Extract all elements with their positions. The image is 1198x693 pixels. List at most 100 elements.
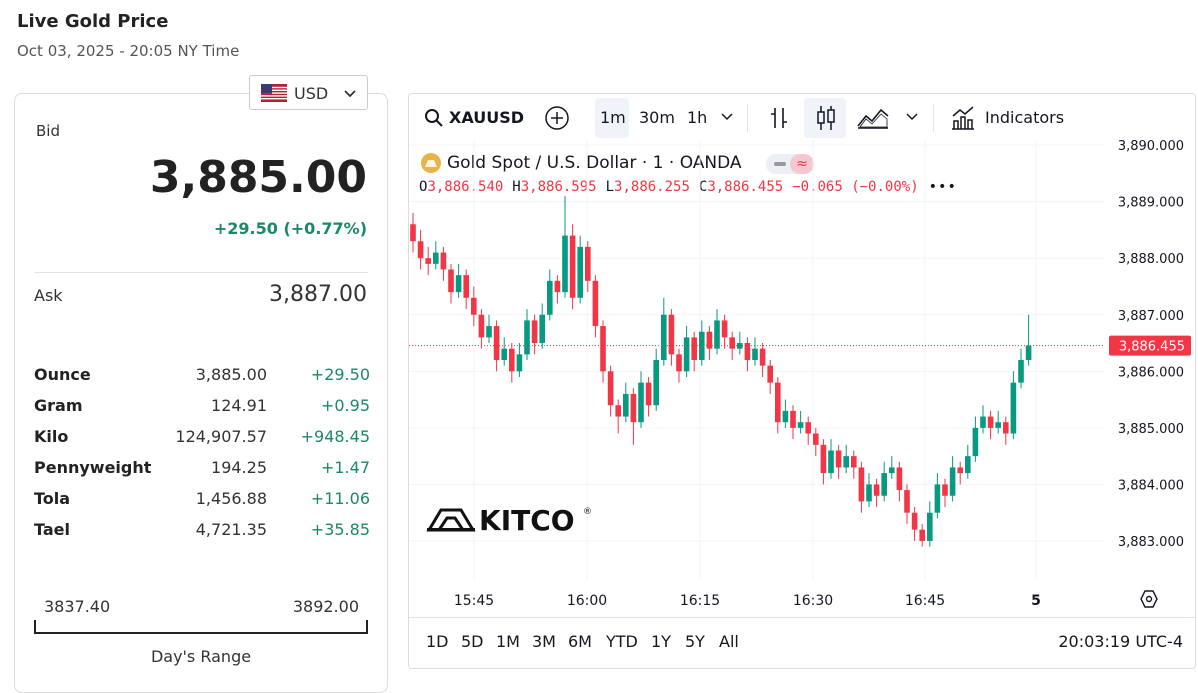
- bid-label: Bid: [36, 122, 60, 140]
- range-label: Day's Range: [150, 647, 252, 666]
- separator: [409, 617, 1195, 618]
- candle-body: [714, 320, 720, 349]
- status-dot: [774, 162, 786, 166]
- y-tick-label: 3,887.000: [1118, 309, 1184, 324]
- compare-button[interactable]: [544, 105, 570, 131]
- unit-row: Ounce 3,885.00 +29.50: [34, 365, 370, 389]
- candle-body: [417, 241, 424, 259]
- range-button[interactable]: 6M: [568, 632, 592, 651]
- candle-body: [775, 382, 781, 423]
- candle-body: [706, 331, 713, 349]
- ask-value: 3,887.00: [269, 282, 367, 307]
- candle-body: [433, 252, 439, 264]
- candle-body: [911, 512, 918, 530]
- candle-body: [493, 326, 500, 360]
- candle-body: [592, 280, 599, 327]
- candle-body: [478, 314, 485, 338]
- range-button[interactable]: 5Y: [685, 632, 705, 651]
- candle-body: [1010, 382, 1017, 434]
- y-tick-label: 3,884.000: [1118, 478, 1184, 493]
- unit-name: Kilo: [34, 427, 69, 446]
- candle-body: [1003, 422, 1009, 434]
- ohlc-key: C: [698, 179, 708, 195]
- candle-body: [554, 280, 561, 293]
- candle-body: [980, 416, 986, 428]
- ohlc-value: 3,886.540: [427, 179, 504, 195]
- unit-name: Tael: [34, 520, 70, 539]
- last-price-box: [1109, 335, 1191, 356]
- candle-body: [509, 348, 515, 372]
- y-tick-label: 3,886.000: [1118, 365, 1184, 380]
- candle-body: [820, 444, 827, 474]
- search-icon: [425, 109, 443, 127]
- candle-body: [562, 235, 568, 293]
- ohlc-change: −0.065 (−0.00%): [792, 179, 919, 195]
- indicators-button[interactable]: Indicators: [985, 108, 1065, 127]
- x-tick-label: 15:45: [454, 593, 494, 609]
- unit-change: +35.85: [310, 520, 370, 539]
- more-dots[interactable]: •••: [928, 179, 957, 195]
- symbol[interactable]: XAUUSD: [449, 108, 525, 127]
- range-button[interactable]: 1Y: [651, 632, 671, 651]
- page-title: Live Gold Price: [17, 11, 169, 32]
- candle-body: [448, 269, 454, 293]
- separator: [747, 104, 748, 132]
- unit-row: Pennyweight 194.25 +1.47: [34, 458, 370, 482]
- candle-body: [866, 484, 872, 502]
- area-icon[interactable]: [857, 106, 889, 130]
- interval[interactable]: 30m: [639, 108, 675, 127]
- chart: 15:45 16:00 16:15 16:30 16:45 5 3,883.000 3,884…: [409, 140, 1191, 609]
- interval[interactable]: 1h: [687, 108, 708, 127]
- candle-body: [889, 467, 895, 474]
- range-line: [36, 632, 366, 634]
- range-button[interactable]: 1D: [426, 632, 449, 651]
- candle-body: [934, 484, 941, 513]
- y-tick-label: 3,890.000: [1118, 140, 1184, 154]
- candles-icon[interactable]: [815, 105, 837, 131]
- settings-icon[interactable]: [1140, 590, 1158, 608]
- candle-body: [752, 348, 758, 360]
- y-tick-label: 3,889.000: [1118, 196, 1184, 211]
- active-style-bg: [804, 98, 846, 138]
- candle-body: [896, 467, 903, 491]
- candle-body: [668, 314, 675, 355]
- last-price-label: 3,886.455: [1119, 340, 1185, 355]
- currency-select[interactable]: USD: [249, 75, 368, 110]
- range-button[interactable]: YTD: [606, 632, 638, 651]
- y-tick-label: 3,885.000: [1118, 422, 1184, 437]
- candle-body: [516, 354, 523, 372]
- range-bar: [34, 620, 368, 634]
- indicators-icon[interactable]: [950, 105, 976, 131]
- unit-price: 194.25: [211, 458, 267, 477]
- unit-name: Tola: [34, 489, 71, 508]
- separator: [34, 272, 368, 273]
- candle-body: [699, 331, 705, 360]
- candle-body: [1018, 360, 1024, 383]
- range-button[interactable]: 3M: [532, 632, 556, 651]
- unit-row: Gram 124.91 +0.95: [34, 396, 370, 420]
- currency-label: USD: [294, 84, 329, 103]
- candle-body: [767, 365, 773, 383]
- candle-body: [828, 450, 834, 474]
- range-button[interactable]: All: [719, 632, 739, 651]
- style-menu[interactable]: [905, 112, 919, 122]
- x-tick-label: 16:30: [793, 593, 833, 609]
- unit-change: +0.95: [320, 396, 370, 415]
- chevron-icon: [344, 90, 356, 98]
- range-low: 3837.40: [44, 597, 111, 616]
- watermark-reg: ®: [583, 507, 592, 517]
- candle-body: [987, 416, 994, 428]
- bars-icon[interactable]: [768, 106, 790, 130]
- ohlc-key: H: [512, 179, 521, 195]
- interval-menu[interactable]: [720, 112, 734, 122]
- y-tick-label: 3,888.000: [1118, 252, 1184, 267]
- candle-body: [759, 348, 766, 366]
- range-button[interactable]: 1M: [496, 632, 520, 651]
- page-subtitle: Oct 03, 2025 - 20:05 NY Time: [17, 42, 240, 60]
- candle-body: [600, 326, 606, 372]
- candle-body: [721, 320, 728, 338]
- candle-body: [607, 371, 614, 406]
- interval[interactable]: 1m: [600, 108, 626, 127]
- unit-row: Tola 1,456.88 +11.06: [34, 489, 370, 513]
- range-button[interactable]: 5D: [461, 632, 484, 651]
